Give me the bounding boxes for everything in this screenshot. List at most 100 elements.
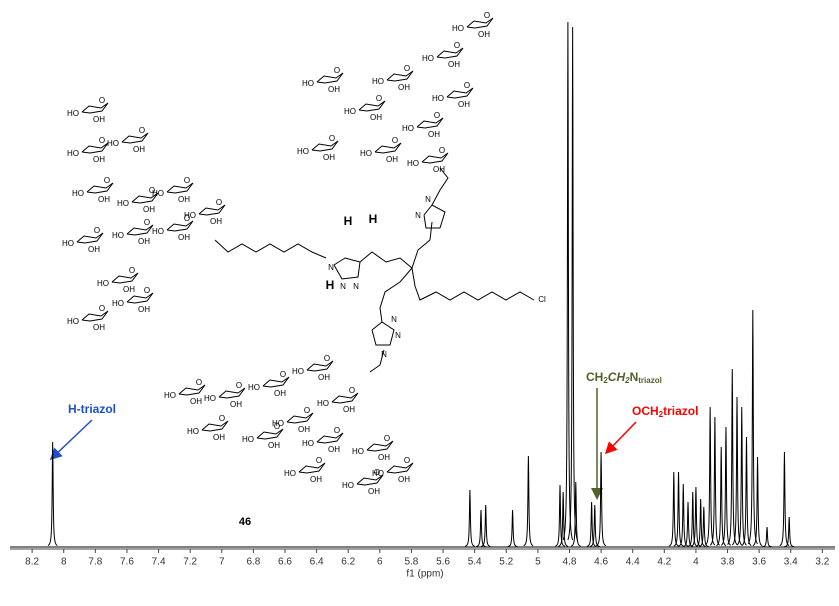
peak bbox=[586, 501, 597, 547]
x-tick-label: 4.6 bbox=[594, 557, 608, 568]
x-tick-label: 6.8 bbox=[246, 557, 260, 568]
x-tick-label: 7.6 bbox=[120, 557, 134, 568]
atom-label: OH bbox=[458, 100, 470, 109]
atom-label: OH bbox=[93, 115, 105, 124]
peak bbox=[762, 526, 772, 548]
bond bbox=[369, 349, 385, 373]
atom-label: HO bbox=[107, 139, 119, 148]
atom-label: O bbox=[144, 218, 150, 227]
atom-label: HO bbox=[422, 54, 434, 63]
annotation-arrow bbox=[49, 419, 93, 461]
atom-label: OH bbox=[323, 153, 335, 162]
atom-label: OH bbox=[93, 155, 105, 164]
peak bbox=[476, 509, 486, 547]
atom-label: OH bbox=[298, 425, 310, 434]
atom-label: HO bbox=[302, 79, 314, 88]
x-tick-label: 6.6 bbox=[278, 557, 292, 568]
atom-label: HO bbox=[152, 227, 164, 236]
bond bbox=[201, 420, 229, 432]
peak bbox=[570, 481, 581, 547]
atom-label: N bbox=[381, 350, 387, 359]
bond bbox=[311, 140, 339, 152]
x-tick-label: 3.2 bbox=[815, 557, 829, 568]
peak bbox=[731, 396, 743, 546]
peak bbox=[779, 451, 790, 547]
peak bbox=[705, 406, 716, 546]
atom-label: OH bbox=[310, 475, 322, 484]
x-tick-label: 6 bbox=[377, 557, 383, 568]
atom-label: HO bbox=[342, 481, 354, 490]
atom-label: N bbox=[353, 282, 359, 291]
atom-label: OH bbox=[328, 445, 340, 454]
atom-label: OH bbox=[328, 85, 340, 94]
bond bbox=[126, 224, 154, 236]
x-tick-label: 7.4 bbox=[152, 557, 166, 568]
peak bbox=[741, 436, 752, 546]
bond bbox=[386, 462, 414, 474]
bond bbox=[214, 239, 327, 259]
atom-label: HO bbox=[242, 435, 254, 444]
peak bbox=[691, 486, 701, 547]
atom-label: HO bbox=[297, 147, 309, 156]
x-tick-label: 5.6 bbox=[436, 557, 450, 568]
atom-label: OH bbox=[478, 30, 490, 39]
annotation: H-triazol bbox=[68, 402, 116, 416]
atom-label: OH bbox=[448, 60, 460, 69]
atom-label: HO bbox=[67, 317, 79, 326]
bond bbox=[111, 272, 139, 284]
atom-label: O bbox=[334, 66, 340, 75]
bond bbox=[166, 182, 194, 194]
atom-label: OH bbox=[230, 400, 242, 409]
bond bbox=[131, 192, 159, 204]
atom-label: O bbox=[99, 136, 105, 145]
atom-label: O bbox=[144, 286, 150, 295]
atom-label: O bbox=[304, 406, 310, 415]
bond bbox=[431, 167, 449, 206]
bond bbox=[306, 360, 334, 372]
atom-label: O bbox=[129, 266, 135, 275]
x-tick-label: 3.4 bbox=[784, 557, 798, 568]
bond bbox=[256, 428, 284, 440]
peak bbox=[698, 506, 709, 547]
atom-label: OH bbox=[398, 83, 410, 92]
atom-label: O bbox=[374, 468, 380, 477]
peak bbox=[558, 491, 569, 547]
atom-label: HO bbox=[152, 189, 164, 198]
atom-label: O bbox=[104, 176, 110, 185]
atom-label: O bbox=[404, 456, 410, 465]
atom-label: OH bbox=[88, 245, 100, 254]
peak bbox=[465, 489, 475, 547]
atom-label: OH bbox=[274, 389, 286, 398]
bond bbox=[371, 321, 395, 346]
atom-label: N bbox=[391, 315, 397, 324]
atom-label: O bbox=[434, 111, 440, 120]
atom-label: OH bbox=[210, 217, 222, 226]
atom-label: N bbox=[425, 195, 431, 204]
bond bbox=[166, 220, 194, 232]
atom-label: O bbox=[316, 456, 322, 465]
bond bbox=[421, 152, 449, 164]
atom-label: HO bbox=[248, 383, 260, 392]
peak bbox=[480, 504, 491, 547]
atom-label: O bbox=[149, 186, 155, 195]
atom-label: OH bbox=[138, 237, 150, 246]
x-tick-label: 3.6 bbox=[752, 557, 766, 568]
atom-label: OH bbox=[93, 323, 105, 332]
atom-label: OH bbox=[268, 441, 280, 450]
atom-label: O bbox=[139, 126, 145, 135]
peak bbox=[720, 426, 731, 546]
atom-label: OH bbox=[318, 373, 330, 382]
atom-label: O bbox=[99, 96, 105, 105]
atom-label: HO bbox=[407, 159, 419, 168]
atom-label: HO bbox=[62, 239, 74, 248]
bond bbox=[218, 387, 246, 399]
peak bbox=[678, 483, 689, 547]
atom-label: OH bbox=[138, 305, 150, 314]
atom-label: H bbox=[369, 212, 378, 226]
atom-label: HO bbox=[360, 149, 372, 158]
bond bbox=[81, 310, 109, 322]
bond bbox=[359, 221, 433, 269]
atom-label: O bbox=[329, 134, 335, 143]
bond bbox=[358, 100, 386, 112]
peak bbox=[555, 484, 565, 547]
